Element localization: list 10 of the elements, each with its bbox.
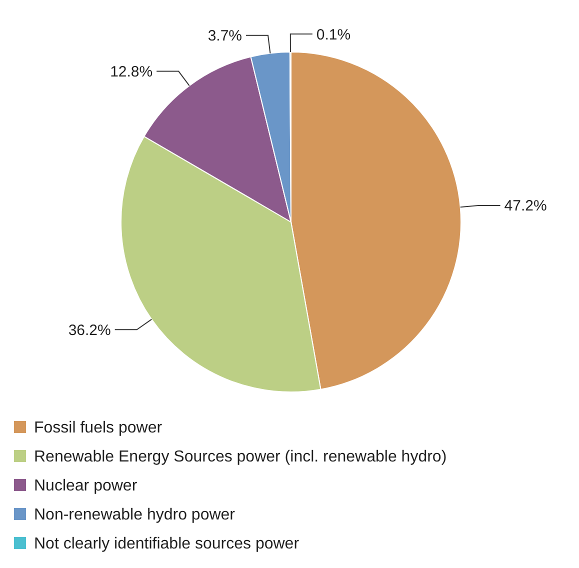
data-label: 47.2%: [504, 198, 547, 215]
data-label: 36.2%: [68, 322, 111, 339]
data-label: 12.8%: [110, 64, 153, 81]
legend-label: Non-renewable hydro power: [34, 506, 236, 524]
legend-label: Nuclear power: [34, 478, 138, 495]
legend-label: Not clearly identifiable sources power: [34, 536, 300, 553]
legend-label: Fossil fuels power: [34, 420, 163, 437]
data-label: 0.1%: [316, 26, 351, 44]
data-label: 3.7%: [208, 28, 242, 45]
legend-label: Renewable Energy Sources power (incl. renewable hydro): [34, 448, 447, 466]
